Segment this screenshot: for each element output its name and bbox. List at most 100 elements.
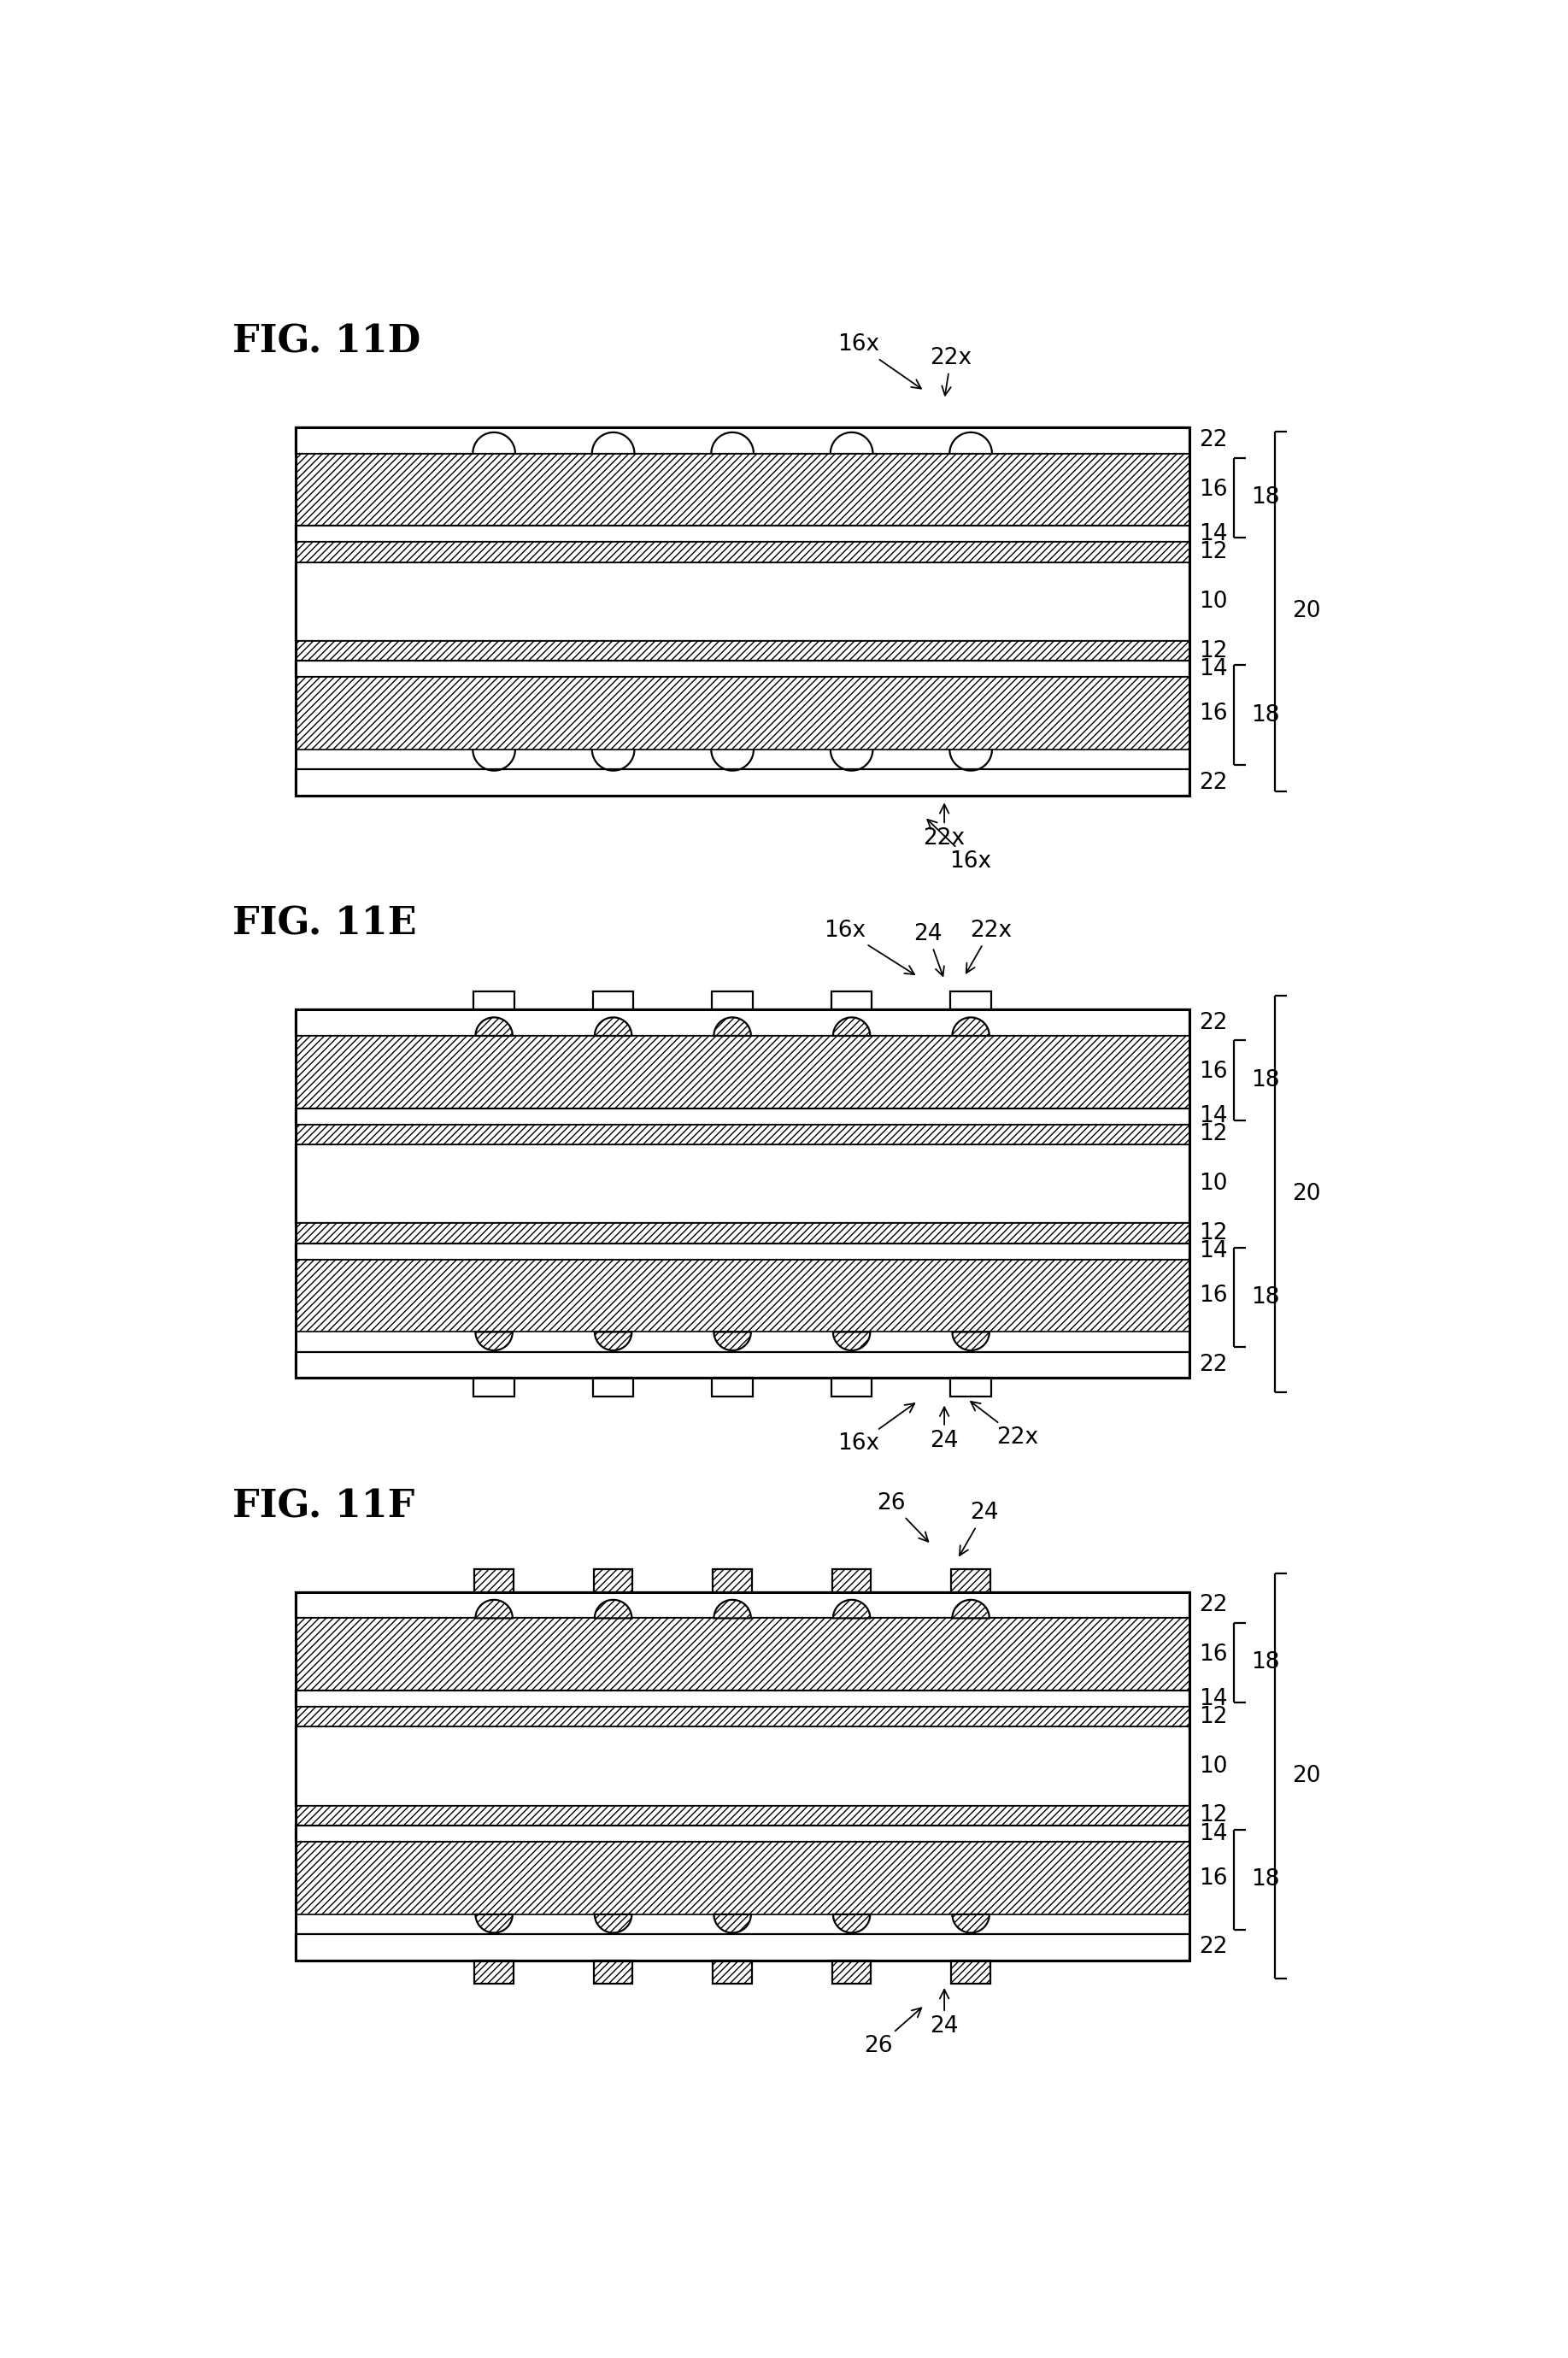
Text: 24: 24 bbox=[960, 1502, 999, 1556]
Bar bbox=[295, 1842, 1190, 1915]
Polygon shape bbox=[952, 1599, 989, 1618]
Bar bbox=[295, 677, 1190, 750]
Polygon shape bbox=[594, 1599, 632, 1618]
Polygon shape bbox=[833, 1915, 870, 1934]
Bar bbox=[295, 1351, 1190, 1377]
Polygon shape bbox=[475, 1915, 513, 1934]
Text: 20: 20 bbox=[1292, 1184, 1320, 1205]
Bar bbox=[295, 1108, 1190, 1125]
Bar bbox=[295, 427, 1190, 795]
Bar bbox=[712, 1377, 753, 1396]
Text: 22: 22 bbox=[1200, 1012, 1228, 1033]
Bar bbox=[295, 1806, 1190, 1825]
Text: 24: 24 bbox=[914, 922, 944, 976]
Polygon shape bbox=[952, 1915, 989, 1934]
Text: 14: 14 bbox=[1200, 658, 1228, 679]
Bar bbox=[295, 1224, 1190, 1243]
Text: 18: 18 bbox=[1251, 1651, 1279, 1674]
Text: 16x: 16x bbox=[837, 1403, 914, 1455]
Bar bbox=[295, 1707, 1190, 1726]
Bar bbox=[295, 427, 1190, 453]
Bar bbox=[952, 1959, 991, 1983]
Text: 20: 20 bbox=[1292, 1766, 1320, 1787]
Bar bbox=[295, 526, 1190, 542]
Text: 22: 22 bbox=[1200, 1353, 1228, 1377]
Text: 10: 10 bbox=[1200, 1172, 1228, 1196]
Bar bbox=[295, 769, 1190, 795]
Text: 26: 26 bbox=[877, 1493, 928, 1542]
Polygon shape bbox=[833, 1016, 870, 1035]
Text: 16: 16 bbox=[1200, 479, 1228, 500]
Bar bbox=[833, 1568, 872, 1592]
Bar bbox=[950, 990, 991, 1009]
Text: 22x: 22x bbox=[924, 804, 966, 849]
Text: 10: 10 bbox=[1200, 1754, 1228, 1778]
Bar bbox=[295, 1934, 1190, 1959]
Text: 22x: 22x bbox=[930, 347, 972, 396]
Bar bbox=[594, 1568, 632, 1592]
Text: 14: 14 bbox=[1200, 523, 1228, 545]
Polygon shape bbox=[475, 1332, 513, 1351]
Bar bbox=[295, 1618, 1190, 1691]
Bar bbox=[295, 641, 1190, 660]
Text: 18: 18 bbox=[1251, 705, 1279, 726]
Text: 12: 12 bbox=[1200, 639, 1228, 663]
Bar bbox=[950, 1377, 991, 1396]
Polygon shape bbox=[952, 1332, 989, 1351]
Text: 22: 22 bbox=[1200, 429, 1228, 450]
Bar bbox=[295, 542, 1190, 561]
Polygon shape bbox=[952, 1016, 989, 1035]
Text: 24: 24 bbox=[930, 1990, 958, 2037]
Text: 16x: 16x bbox=[927, 821, 993, 872]
Bar bbox=[295, 1259, 1190, 1332]
Polygon shape bbox=[713, 1915, 751, 1934]
Text: 18: 18 bbox=[1251, 486, 1279, 509]
Bar bbox=[833, 1959, 872, 1983]
Text: 16: 16 bbox=[1200, 1061, 1228, 1082]
Polygon shape bbox=[713, 1016, 751, 1035]
Text: 14: 14 bbox=[1200, 1823, 1228, 1844]
Bar bbox=[713, 1959, 753, 1983]
Polygon shape bbox=[594, 1332, 632, 1351]
Bar bbox=[295, 1144, 1190, 1224]
Bar bbox=[952, 1568, 991, 1592]
Text: 12: 12 bbox=[1200, 1705, 1228, 1728]
Polygon shape bbox=[594, 1016, 632, 1035]
Bar bbox=[295, 1726, 1190, 1806]
Bar bbox=[295, 1592, 1190, 1618]
Bar bbox=[295, 1125, 1190, 1144]
Text: 12: 12 bbox=[1200, 1804, 1228, 1827]
Text: 18: 18 bbox=[1251, 1868, 1279, 1891]
Text: FIG. 11F: FIG. 11F bbox=[232, 1488, 414, 1526]
Bar bbox=[295, 660, 1190, 677]
Text: 10: 10 bbox=[1200, 590, 1228, 613]
Polygon shape bbox=[833, 1332, 870, 1351]
Bar bbox=[295, 561, 1190, 641]
Bar bbox=[295, 1691, 1190, 1707]
Bar bbox=[831, 990, 872, 1009]
Bar bbox=[831, 1377, 872, 1396]
Polygon shape bbox=[594, 1915, 632, 1934]
Text: 22x: 22x bbox=[966, 920, 1011, 974]
Text: 24: 24 bbox=[930, 1408, 958, 1453]
Bar bbox=[712, 990, 753, 1009]
Text: 12: 12 bbox=[1200, 1221, 1228, 1245]
Polygon shape bbox=[713, 1332, 751, 1351]
Bar bbox=[474, 990, 514, 1009]
Bar bbox=[295, 1825, 1190, 1842]
Text: 20: 20 bbox=[1292, 601, 1320, 623]
Bar bbox=[475, 1568, 513, 1592]
Text: 14: 14 bbox=[1200, 1240, 1228, 1262]
Text: 12: 12 bbox=[1200, 1122, 1228, 1146]
Bar bbox=[295, 1009, 1190, 1377]
Text: 22: 22 bbox=[1200, 1936, 1228, 1959]
Text: 16: 16 bbox=[1200, 1285, 1228, 1306]
Bar bbox=[295, 1009, 1190, 1035]
Bar bbox=[295, 1035, 1190, 1108]
Bar bbox=[295, 1243, 1190, 1259]
Bar bbox=[475, 1959, 513, 1983]
Text: 22: 22 bbox=[1200, 1594, 1228, 1615]
Polygon shape bbox=[475, 1016, 513, 1035]
Bar bbox=[295, 1592, 1190, 1959]
Text: 12: 12 bbox=[1200, 540, 1228, 564]
